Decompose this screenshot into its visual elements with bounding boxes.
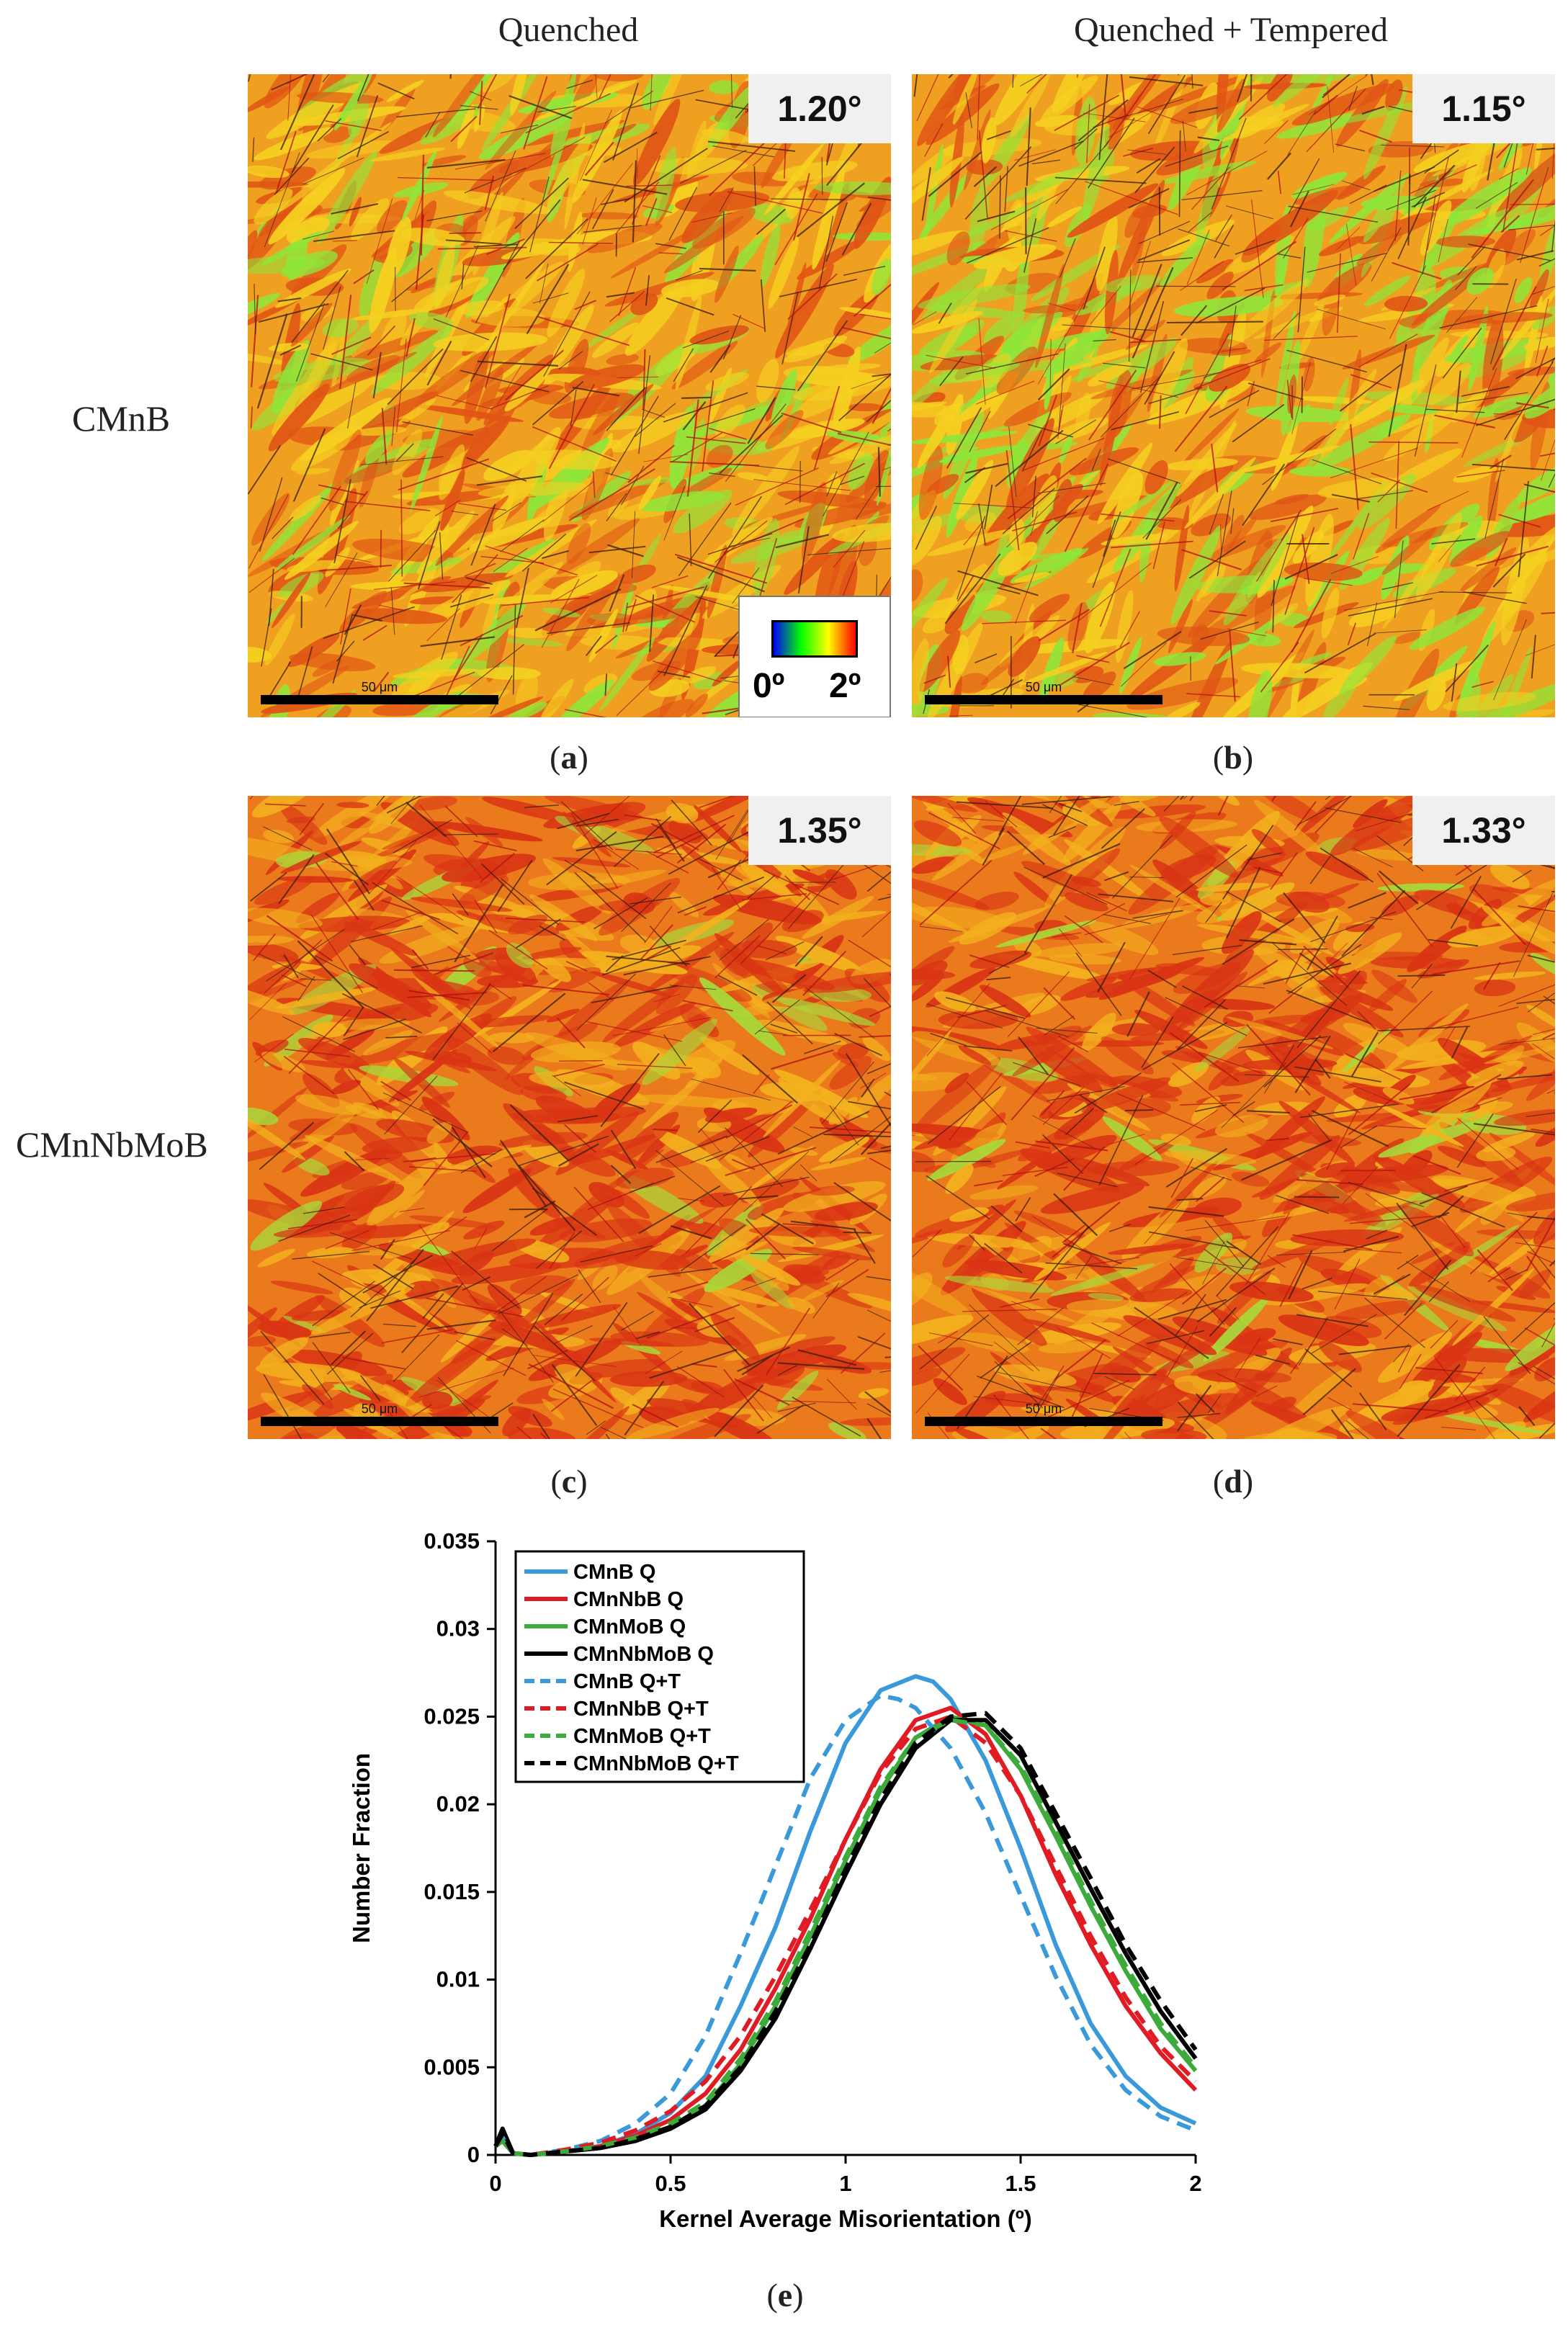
scale-bar: 50 μm <box>925 679 1162 707</box>
scale-bar-line <box>261 1417 498 1426</box>
kam-map-panel-a: 1.20° 50 μm 0º 2º <box>248 74 891 717</box>
column-header-quenched-tempered: Quenched + Tempered <box>1074 11 1388 49</box>
kam-distribution-chart: 0 0.005 0.01 0.015 0.02 0.025 0.03 0.035 0 0.5 1 1.… <box>348 1528 1202 2232</box>
y-tick-label: 0.005 <box>424 2054 480 2079</box>
kam-mean-badge: 1.15° <box>1412 74 1555 143</box>
scale-bar-label: 50 μm <box>361 1402 398 1416</box>
chart-legend <box>514 1550 805 1783</box>
kam-mean-badge: 1.33° <box>1412 796 1555 865</box>
scale-bar: 50 μm <box>261 1401 498 1428</box>
y-tick-label: 0.025 <box>424 1703 480 1729</box>
colorbar-gradient <box>771 620 858 658</box>
legend-entry: CMnNbB Q+T <box>573 1698 709 1721</box>
colorbar-min-label: 0º <box>753 667 785 705</box>
scale-bar-line <box>261 695 498 704</box>
scale-bar-label: 50 μm <box>1025 1402 1062 1416</box>
y-tick-label: 0.015 <box>424 1879 480 1904</box>
panel-caption-b: (b) <box>1212 739 1254 776</box>
scale-bar-line <box>925 1417 1162 1426</box>
panel-caption-a: (a) <box>550 739 588 776</box>
row-header-cmnnbmob: CMnNbMoB <box>16 1124 208 1165</box>
x-tick-label: 2 <box>1189 2171 1201 2196</box>
series-line <box>493 1711 1198 2157</box>
kam-mean-badge: 1.35° <box>748 796 891 865</box>
x-tick-label: 0 <box>489 2171 501 2196</box>
column-header-quenched: Quenched <box>498 11 639 49</box>
legend-entry: CMnB Q+T <box>573 1670 681 1693</box>
scale-bar-label: 50 μm <box>361 680 398 694</box>
kam-map-panel-d: 1.33° 50 μm <box>912 796 1555 1439</box>
kam-map-texture <box>912 796 1555 1439</box>
y-tick-label: 0.035 <box>424 1528 480 1554</box>
legend-entry: CMnMoB Q+T <box>573 1725 711 1748</box>
legend-entry: CMnB Q <box>573 1561 655 1584</box>
kam-map-texture <box>248 796 891 1439</box>
row-header-cmnb: CMnB <box>72 398 171 439</box>
panel-caption-e: (e) <box>766 2277 804 2313</box>
series-line <box>494 1718 1198 2157</box>
scale-bar: 50 μm <box>261 679 498 707</box>
x-axis-label: Kernel Average Misorientation (º) <box>659 2205 1032 2232</box>
legend-entry: CMnNbMoB Q <box>573 1643 714 1666</box>
x-tick-label: 1 <box>839 2171 851 2196</box>
scale-bar: 50 μm <box>925 1401 1162 1428</box>
scale-bar-label: 50 μm <box>1025 680 1062 694</box>
x-tick-label: 0.5 <box>655 2171 686 2196</box>
y-tick-label: 0.02 <box>436 1791 480 1816</box>
colorbar-max-label: 2º <box>829 667 861 705</box>
legend-entry: CMnMoB Q <box>573 1615 686 1639</box>
panel-caption-c: (c) <box>550 1463 588 1500</box>
legend-entry: CMnNbMoB Q+T <box>573 1752 739 1775</box>
x-tick-label: 1.5 <box>1005 2171 1036 2196</box>
scale-bar-line <box>925 695 1162 704</box>
legend-entry: CMnNbB Q <box>573 1588 684 1611</box>
colorbar-legend: 0º 2º <box>738 596 891 717</box>
panel-caption-d: (d) <box>1212 1463 1254 1500</box>
kam-mean-badge: 1.20° <box>748 74 891 143</box>
y-tick-label: 0 <box>467 2142 480 2167</box>
kam-map-panel-b: 1.15° 50 μm <box>912 74 1555 717</box>
kam-map-texture <box>912 74 1555 717</box>
kam-map-panel-c: 1.35° 50 μm <box>248 796 891 1439</box>
series-line <box>494 1714 1198 2157</box>
y-tick-label: 0.03 <box>436 1616 480 1641</box>
y-tick-label: 0.01 <box>436 1967 480 1992</box>
y-axis-label: Number Fraction <box>348 1753 375 1943</box>
